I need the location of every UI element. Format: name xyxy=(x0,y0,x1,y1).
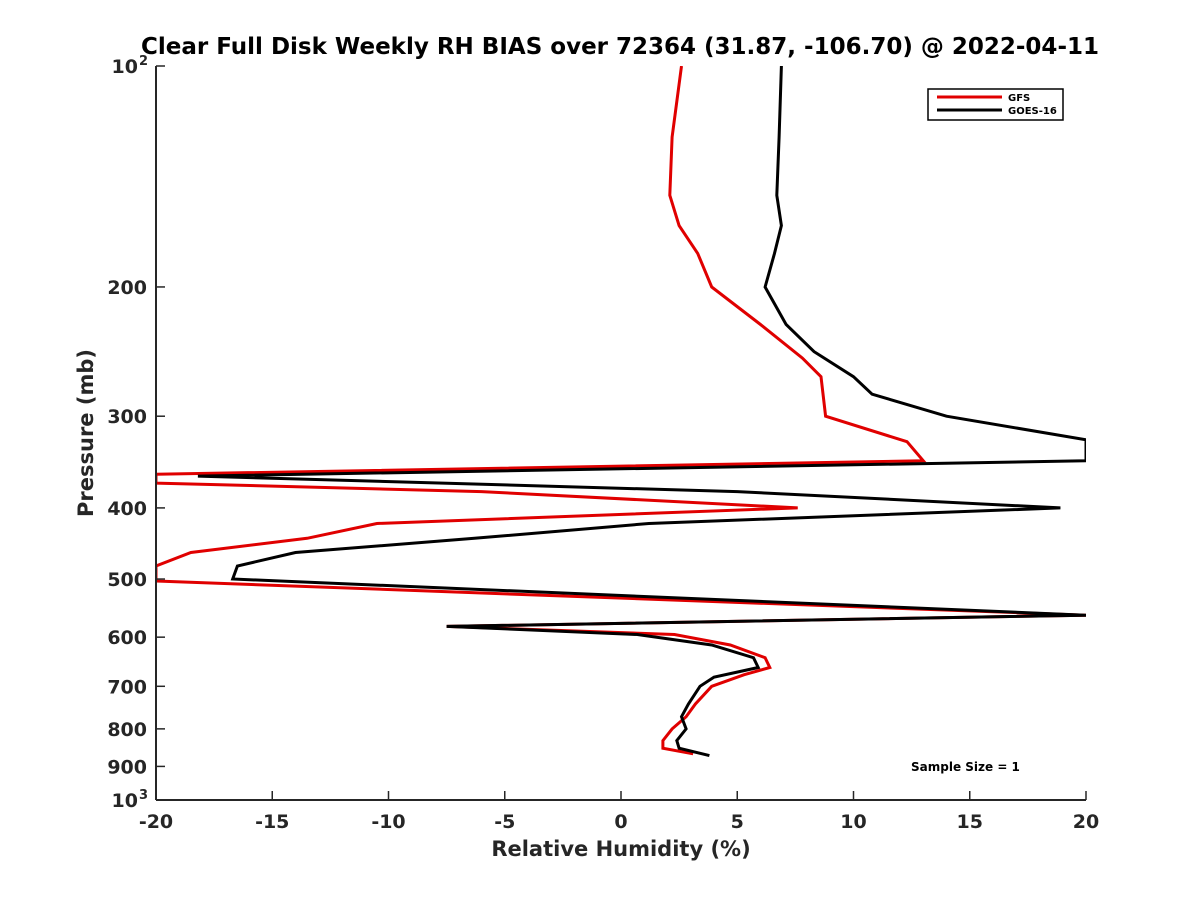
x-axis-label: Relative Humidity (%) xyxy=(491,837,750,861)
y-tick-label: 10 xyxy=(112,56,138,78)
y-tick-exponent: 3 xyxy=(139,788,148,803)
x-tick-label: -10 xyxy=(371,811,405,833)
legend-label-goes16: GOES-16 xyxy=(1008,106,1057,117)
x-tick-label: 10 xyxy=(840,811,866,833)
legend-label-gfs: GFS xyxy=(1008,93,1030,104)
chart-title: Clear Full Disk Weekly RH BIAS over 7236… xyxy=(141,34,1099,60)
y-tick-label: 700 xyxy=(107,676,147,698)
y-tick-label: 600 xyxy=(107,627,147,649)
series-line-goes16 xyxy=(197,66,1086,758)
y-tick-label: 400 xyxy=(107,498,147,520)
x-tick-label: 15 xyxy=(957,811,983,833)
y-tick-label: 10 xyxy=(112,790,138,812)
x-tick-label: -20 xyxy=(139,811,173,833)
legend-box xyxy=(927,88,1064,121)
legend: GFS GOES-16 xyxy=(927,88,1064,121)
x-axis-ticks: -20 -15 -10 -5 0 5 10 15 20 xyxy=(139,791,1099,833)
x-tick-label: -5 xyxy=(494,811,515,833)
series-line-gfs xyxy=(156,66,1086,756)
y-tick-label: 300 xyxy=(107,406,147,428)
x-tick-label: 0 xyxy=(614,811,627,833)
x-tick-label: 20 xyxy=(1073,811,1099,833)
sample-size-annotation: Sample Size = 1 xyxy=(911,760,1020,774)
y-axis-label: Pressure (mb) xyxy=(74,349,98,517)
x-tick-label: -15 xyxy=(255,811,289,833)
y-tick-exponent: 2 xyxy=(139,54,148,69)
y-tick-label: 800 xyxy=(107,719,147,741)
y-tick-label: 500 xyxy=(107,569,147,591)
y-tick-label: 200 xyxy=(107,277,147,299)
series-layer xyxy=(156,66,1086,758)
y-tick-label: 900 xyxy=(107,756,147,778)
x-tick-label: 5 xyxy=(731,811,744,833)
plot-area xyxy=(155,66,1086,801)
